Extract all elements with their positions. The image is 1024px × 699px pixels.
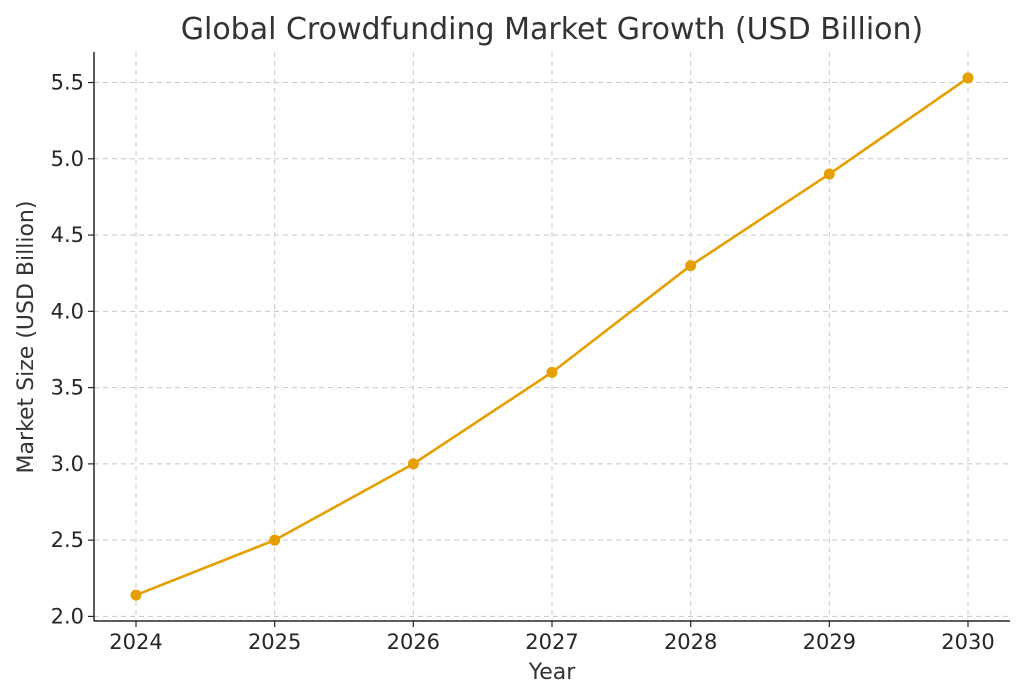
x-tick-label: 2028: [664, 630, 717, 654]
grid-lines: [94, 52, 1010, 621]
series-layer: [130, 72, 974, 601]
x-tick-label: 2024: [109, 630, 162, 654]
data-point-2026: [407, 458, 419, 470]
y-tick-label: 2.0: [51, 604, 84, 628]
x-tick-label: 2027: [525, 630, 578, 654]
x-axis-label: Year: [528, 660, 577, 685]
y-tick-label: 4.5: [51, 223, 84, 247]
data-point-2029: [823, 168, 835, 180]
y-tick-label: 5.0: [51, 147, 84, 171]
data-point-2025: [269, 534, 281, 546]
axes: 2024 2025 2026 2027 2028 2029 2030 2.0 2.5 3.0 3.5…: [51, 52, 1010, 654]
x-tick-label: 2029: [803, 630, 856, 654]
y-tick-label: 5.5: [51, 71, 84, 95]
data-point-2027: [546, 366, 558, 378]
y-tick-label: 4.0: [51, 299, 84, 323]
y-tick-label: 3.5: [51, 376, 84, 400]
y-axis-label: Market Size (USD Billion): [14, 201, 39, 474]
x-tick-label: 2026: [387, 630, 440, 654]
x-tick-label: 2030: [941, 630, 994, 654]
data-point-2024: [130, 589, 142, 601]
data-point-2028: [685, 260, 697, 272]
y-tick-label: 3.0: [51, 452, 84, 476]
x-tick-label: 2025: [248, 630, 301, 654]
data-point-2030: [962, 72, 974, 84]
y-tick-label: 2.5: [51, 528, 84, 552]
chart-title: Global Crowdfunding Market Growth (USD B…: [181, 12, 923, 47]
